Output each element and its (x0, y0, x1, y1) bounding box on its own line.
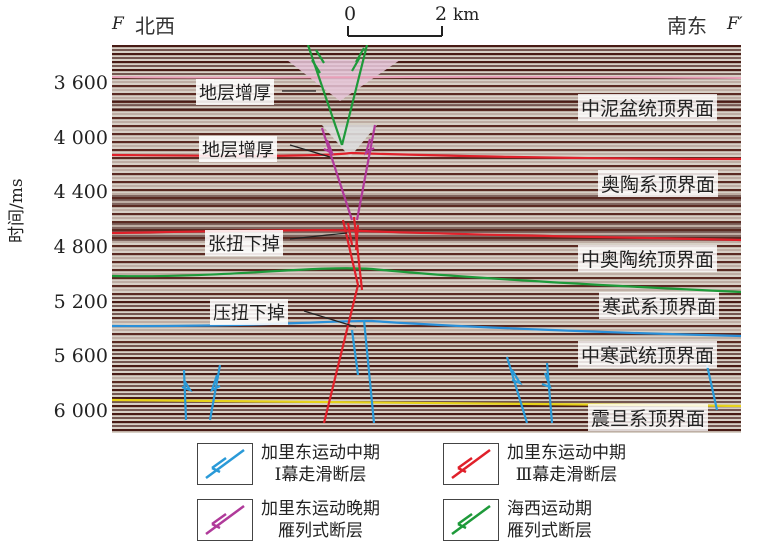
annotation-label: 地层增厚 (196, 79, 274, 105)
annotation-label: 地层增厚 (199, 136, 277, 162)
green-fault-icon (443, 499, 499, 541)
boundary-label: 震旦系顶界面 (588, 404, 709, 431)
annotation-label: 张扭下掉 (205, 230, 283, 256)
scale-zero: 0 (344, 3, 357, 25)
legend-item: 海西运动期 雁列式断层 (443, 498, 592, 542)
legend-item: 加里东运动晚期 雁列式断层 (197, 498, 380, 542)
horizon-cambrian (112, 267, 741, 294)
legend-line2: 雁列式断层 (278, 521, 363, 541)
y-tick: 3 600 (53, 72, 108, 94)
y-tick: 4 800 (53, 236, 108, 258)
thickening-wedge-upper (287, 60, 400, 101)
boundary-label: 中泥盆统顶界面 (578, 94, 718, 121)
green-faults (306, 45, 369, 146)
blue-fault-icon (197, 443, 253, 485)
purple-fault-icon (197, 499, 253, 541)
legend-line1: 加里东运动中期 (507, 443, 626, 463)
boundary-label: 寒武系顶界面 (599, 292, 720, 319)
y-tick: 4 400 (53, 181, 108, 203)
legend-item: 加里东运动中期 Ⅲ幕走滑断层 (443, 442, 626, 486)
purple-faults (320, 124, 377, 221)
legend-line1: 加里东运动中期 (261, 443, 380, 463)
red-fault-icon (443, 443, 499, 485)
thickening-wedge-lower (322, 125, 377, 157)
right-profile-letter: F′ (727, 14, 743, 34)
right-direction-label: 南东 (667, 14, 707, 38)
y-tick: 5 200 (53, 291, 108, 313)
legend-line2: Ⅲ幕走滑断层 (515, 465, 618, 485)
horizon-devonian (112, 75, 741, 79)
red-faults (322, 216, 364, 424)
left-profile-letter: F (112, 14, 124, 34)
y-tick: 5 600 (53, 345, 108, 367)
boundary-label: 中奥陶统顶界面 (578, 245, 718, 272)
boundary-label: 中寒武统顶界面 (578, 341, 718, 368)
scale-bar (347, 26, 443, 37)
legend-line2: 雁列式断层 (507, 521, 592, 541)
scale-unit: km (453, 5, 480, 25)
legend-line1: 加里东运动晚期 (261, 499, 380, 519)
y-tick: 6 000 (53, 400, 108, 422)
legend-item: 加里东运动中期 Ⅰ幕走滑断层 (197, 442, 380, 486)
blue-faults (181, 319, 719, 424)
legend-line1: 海西运动期 (507, 499, 592, 519)
annotation-label: 压扭下掉 (210, 299, 288, 325)
y-tick: 4 000 (53, 127, 108, 149)
legend-line2: Ⅰ幕走滑断层 (274, 465, 367, 485)
boundary-label: 奥陶系顶界面 (598, 170, 719, 197)
scale-distance: 2 (435, 3, 448, 25)
annotation-leaders (282, 90, 357, 328)
left-direction-label: 北西 (135, 14, 175, 38)
